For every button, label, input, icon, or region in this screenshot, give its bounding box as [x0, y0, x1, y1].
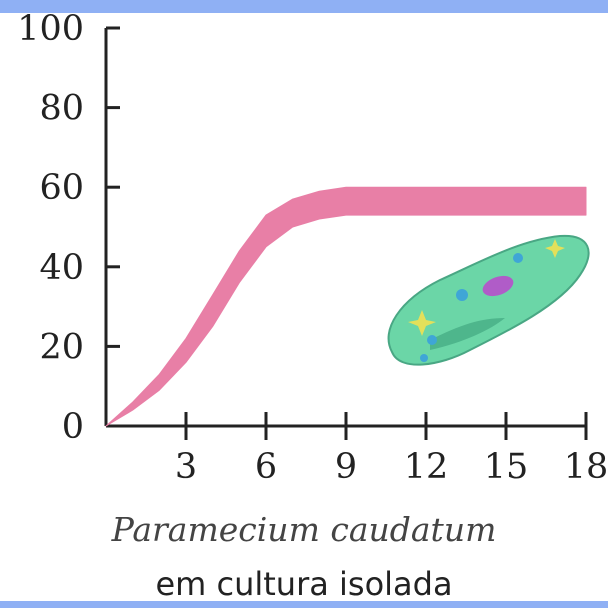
x-tick-label: 9 — [335, 447, 357, 487]
top-border — [0, 0, 608, 13]
x-tick-label: 6 — [255, 447, 277, 487]
y-tick-label: 40 — [39, 248, 84, 288]
paramecium-nucleus — [482, 275, 514, 297]
axes: 0 20 40 60 80 100 3 6 9 12 15 18 — [17, 9, 608, 487]
y-tick-label: 60 — [39, 168, 84, 208]
paramecium-body — [387, 234, 590, 366]
paramecium-groove — [430, 318, 505, 350]
y-tick-label: 80 — [39, 89, 84, 129]
y-tick-label: 20 — [39, 327, 84, 367]
vacuole-3 — [427, 335, 437, 345]
x-tick-label: 12 — [404, 447, 449, 487]
x-axis-title: Paramecium caudatum — [111, 510, 497, 549]
bottom-border — [0, 601, 608, 608]
y-tick-label: 0 — [62, 407, 84, 447]
x-tick-label: 18 — [564, 447, 608, 487]
x-tick-label: 15 — [484, 447, 529, 487]
band-layer — [105, 186, 587, 427]
paramecium-illustration — [387, 234, 590, 366]
vacuole-4 — [420, 354, 428, 362]
vacuole-1 — [456, 289, 468, 301]
y-tick-label: 100 — [17, 9, 84, 49]
vacuole-2 — [513, 253, 523, 263]
population-band — [105, 186, 587, 427]
contractile-vacuole-star-1 — [408, 310, 436, 336]
chart-caption: em cultura isolada — [155, 565, 453, 603]
contractile-vacuole-star-2 — [545, 239, 565, 258]
x-tick-label: 3 — [175, 447, 197, 487]
